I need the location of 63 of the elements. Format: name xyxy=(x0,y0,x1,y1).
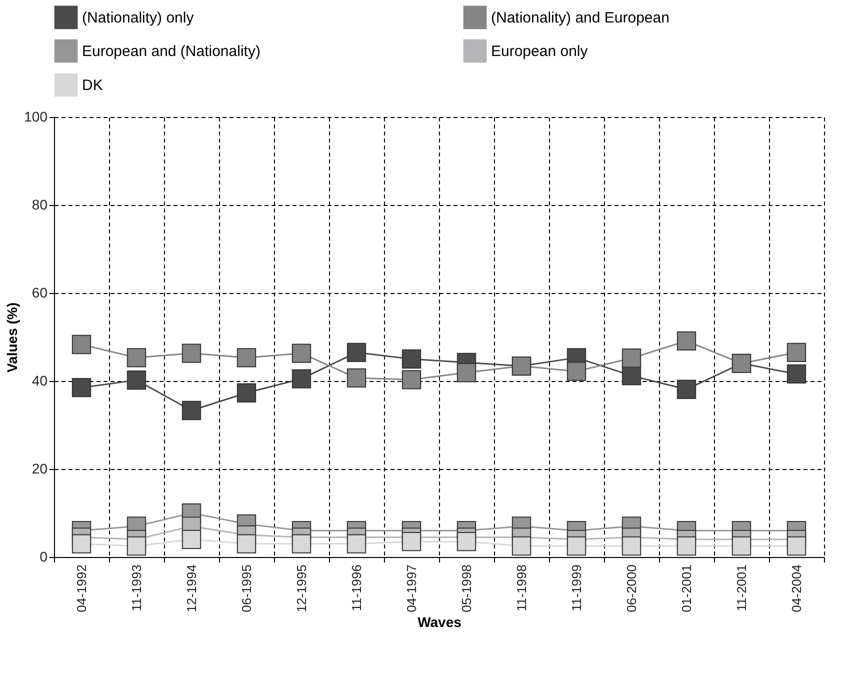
y-tick-label: 0 xyxy=(40,548,48,564)
point xyxy=(346,368,366,388)
point xyxy=(512,536,532,556)
legend-label: DK xyxy=(82,77,103,94)
point xyxy=(566,362,586,381)
x-tick-label: 04-1997 xyxy=(404,564,419,612)
x-tick-label: 06-2000 xyxy=(624,564,639,612)
point xyxy=(402,532,422,552)
point xyxy=(786,536,806,556)
point xyxy=(72,334,92,354)
point xyxy=(732,536,752,556)
point xyxy=(676,536,696,556)
point xyxy=(72,378,92,398)
point xyxy=(676,380,696,399)
x-tick-label: 01-2001 xyxy=(679,564,694,612)
point xyxy=(292,369,312,388)
x-tick-label: 04-2004 xyxy=(789,564,804,612)
point xyxy=(126,348,146,368)
y-tick-label: 80 xyxy=(32,196,48,212)
point xyxy=(182,400,202,420)
point xyxy=(622,366,642,386)
x-tick-label: 06-1995 xyxy=(239,564,254,612)
y-tick-label: 100 xyxy=(24,108,48,124)
x-tick-label: 04-1992 xyxy=(74,564,89,612)
x-tick-label: 11-1996 xyxy=(349,564,364,612)
point xyxy=(182,344,202,363)
point xyxy=(346,342,366,362)
point xyxy=(566,536,586,556)
x-tick-label: 05-1998 xyxy=(459,564,474,612)
point xyxy=(456,363,476,382)
point xyxy=(402,349,422,369)
point xyxy=(236,348,256,368)
point xyxy=(786,342,806,362)
point xyxy=(622,536,642,556)
legend-label: European only xyxy=(491,43,588,60)
point xyxy=(346,534,366,554)
point xyxy=(236,534,256,554)
legend-label: European and (Nationality) xyxy=(82,43,260,60)
x-tick-label: 12-1994 xyxy=(184,564,199,612)
point xyxy=(236,383,256,402)
point xyxy=(292,534,312,554)
point xyxy=(786,364,806,384)
x-tick-label: 11-1993 xyxy=(129,564,144,612)
point xyxy=(182,530,202,549)
y-tick-label: 20 xyxy=(32,460,48,476)
point xyxy=(292,344,312,363)
x-tick-label: 11-1999 xyxy=(569,564,584,612)
point xyxy=(72,534,92,554)
point xyxy=(622,348,642,368)
point xyxy=(402,370,422,390)
point xyxy=(456,532,476,552)
x-tick-label: 11-2001 xyxy=(734,564,749,612)
y-tick-label: 40 xyxy=(32,372,48,388)
legend-label: (Nationality) only xyxy=(82,9,194,26)
y-axis-title: Values (%) xyxy=(4,302,20,373)
y-tick-label: 60 xyxy=(32,284,48,300)
point xyxy=(126,536,146,556)
legend-label: (Nationality) and European xyxy=(491,9,670,26)
point xyxy=(676,331,696,351)
x-tick-label: 12-1995 xyxy=(294,564,309,612)
point xyxy=(126,370,146,390)
x-tick-label: 11-1998 xyxy=(514,564,529,612)
x-axis-title: Waves xyxy=(418,614,462,630)
